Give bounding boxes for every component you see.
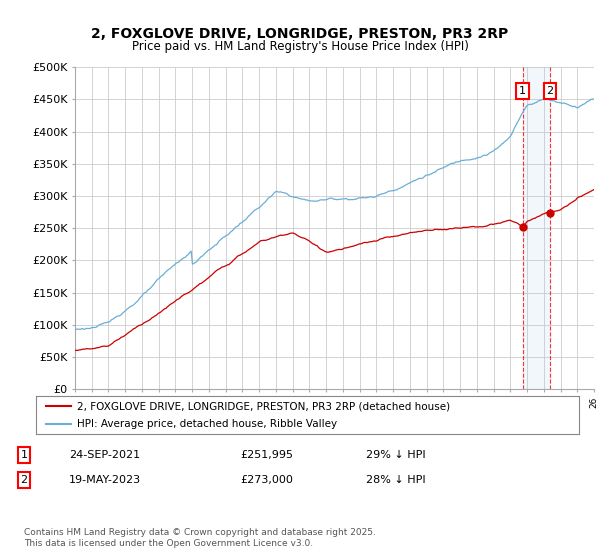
Text: 2: 2 — [547, 86, 554, 96]
Text: £251,995: £251,995 — [240, 450, 293, 460]
Text: 2, FOXGLOVE DRIVE, LONGRIDGE, PRESTON, PR3 2RP (detached house): 2, FOXGLOVE DRIVE, LONGRIDGE, PRESTON, P… — [77, 401, 450, 411]
Bar — [523, 67, 550, 389]
Text: 29% ↓ HPI: 29% ↓ HPI — [366, 450, 425, 460]
Text: 19-MAY-2023: 19-MAY-2023 — [69, 475, 141, 485]
Text: HPI: Average price, detached house, Ribble Valley: HPI: Average price, detached house, Ribb… — [77, 419, 337, 429]
Text: £273,000: £273,000 — [240, 475, 293, 485]
Text: 2: 2 — [20, 475, 28, 485]
Text: 24-SEP-2021: 24-SEP-2021 — [69, 450, 140, 460]
Text: Contains HM Land Registry data © Crown copyright and database right 2025.
This d: Contains HM Land Registry data © Crown c… — [24, 528, 376, 548]
Text: 1: 1 — [519, 86, 526, 96]
Text: 2, FOXGLOVE DRIVE, LONGRIDGE, PRESTON, PR3 2RP: 2, FOXGLOVE DRIVE, LONGRIDGE, PRESTON, P… — [91, 27, 509, 41]
Text: Price paid vs. HM Land Registry's House Price Index (HPI): Price paid vs. HM Land Registry's House … — [131, 40, 469, 53]
Text: 28% ↓ HPI: 28% ↓ HPI — [366, 475, 425, 485]
Text: 1: 1 — [20, 450, 28, 460]
